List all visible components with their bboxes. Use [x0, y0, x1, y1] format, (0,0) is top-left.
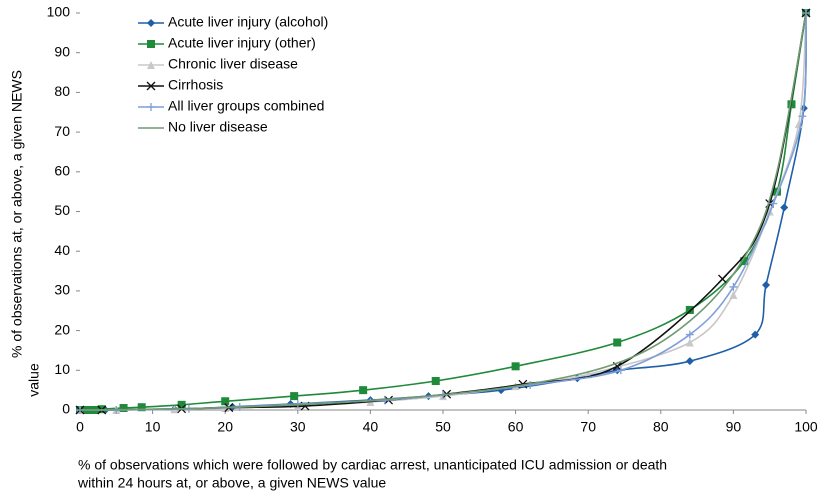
legend-marker [147, 19, 155, 27]
marker [787, 100, 796, 109]
legend: Acute liver injury (alcohol) Acute liver … [138, 14, 328, 135]
marker [685, 305, 694, 314]
y-tick-label: 20 [54, 321, 70, 337]
x-tick-label: 30 [290, 419, 306, 435]
x-tick-label: 40 [363, 419, 379, 435]
y-tick-label: 30 [54, 282, 70, 298]
legend-label: Acute liver injury (other) [168, 35, 316, 51]
marker [751, 330, 760, 339]
marker [511, 362, 520, 371]
series-line [79, 12, 807, 411]
marker [729, 282, 738, 291]
marker [613, 338, 622, 347]
marker [798, 112, 807, 121]
y-tick-label: 60 [54, 163, 70, 179]
x-tick-label: 50 [435, 419, 451, 435]
x-tick-label: 60 [508, 419, 524, 435]
marker [769, 199, 778, 208]
legend-marker [146, 81, 156, 91]
marker [359, 386, 368, 395]
y-tick-label: 70 [54, 123, 70, 139]
x-axis-label: % of observations which were followed by… [78, 457, 667, 473]
marker [616, 366, 625, 375]
x-tick-label: 20 [217, 419, 233, 435]
legend-label: All liver groups combined [168, 98, 324, 114]
marker [740, 257, 749, 266]
series-line [80, 12, 807, 411]
legend-marker [147, 40, 155, 48]
y-tick-label: 10 [54, 361, 70, 377]
legend-label: Chronic liver disease [168, 56, 298, 72]
marker [431, 377, 440, 386]
legend-marker [147, 103, 155, 111]
marker [221, 397, 230, 406]
series-line [80, 12, 807, 411]
marker [718, 274, 727, 284]
legend-marker [147, 61, 155, 69]
x-tick-label: 90 [726, 419, 742, 435]
y-tick-label: 90 [54, 43, 70, 59]
marker [729, 290, 738, 299]
x-tick-label: 0 [76, 419, 84, 435]
y-tick-label: 40 [54, 242, 70, 258]
legend-label: Cirrhosis [168, 77, 223, 93]
marker [685, 338, 694, 347]
y-tick-label: 100 [47, 4, 71, 20]
legend-label: Acute liver injury (alcohol) [168, 14, 328, 30]
x-tick-label: 80 [653, 419, 669, 435]
series-line [79, 12, 807, 411]
legend-label: No liver disease [168, 119, 268, 135]
x-axis-label: within 24 hours at, or above, a given NE… [77, 475, 386, 491]
series-line [79, 12, 807, 411]
marker [685, 357, 694, 366]
marker [119, 404, 128, 413]
x-tick-label: 100 [794, 419, 818, 435]
y-tick-label: 50 [54, 202, 70, 218]
y-tick-label: 0 [62, 401, 70, 417]
marker [762, 280, 771, 289]
marker [290, 392, 299, 401]
marker [685, 330, 694, 339]
x-tick-label: 10 [145, 419, 161, 435]
series-line [79, 12, 807, 411]
y-axis-label: % of observations at, or above, a given … [9, 70, 25, 358]
marker [780, 203, 789, 212]
y-axis-label: value [26, 363, 42, 397]
y-tick-label: 80 [54, 83, 70, 99]
x-tick-label: 70 [580, 419, 596, 435]
marker [137, 403, 146, 412]
marker [177, 400, 186, 409]
